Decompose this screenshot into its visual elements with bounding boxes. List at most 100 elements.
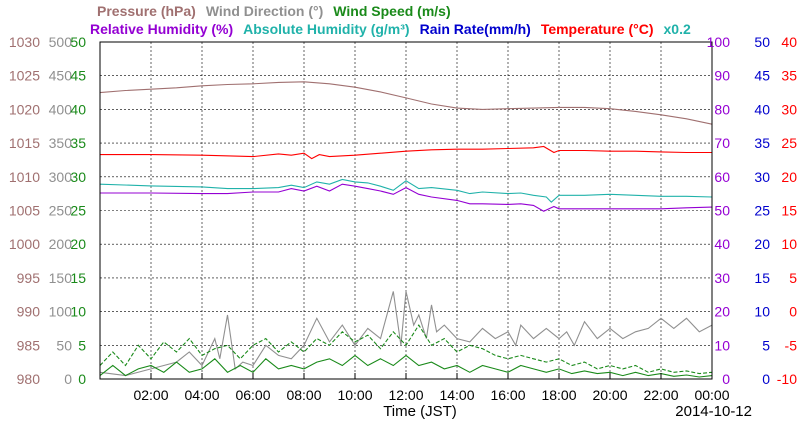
y-tick-label: -5: [785, 337, 798, 353]
header-row-2: Relative Humidity (%) Absolute Humidity (…: [90, 21, 691, 37]
y-tick-label: 25: [754, 203, 770, 219]
y-tick-label: 20: [781, 169, 797, 185]
y-tick-label: 0: [762, 371, 770, 387]
y-tick-label: 70: [714, 135, 730, 151]
y-tick-label: 10: [714, 337, 730, 353]
y-tick-label: 20: [70, 236, 86, 252]
series-line: [99, 81, 713, 125]
y-tick-label: 100: [707, 34, 731, 50]
y-tick-label: 10: [70, 304, 86, 320]
header-row-1: Pressure (hPa) Wind Direction (°) Wind Spe…: [97, 3, 451, 19]
y-tick-label: 50: [56, 337, 72, 353]
right-axes-ticks: 0102030405060708090100051015202530354045…: [707, 34, 798, 387]
y-tick-label: 1015: [9, 135, 40, 151]
y-tick-label: 200: [49, 236, 73, 252]
y-tick-label: 0: [64, 371, 72, 387]
x-tick-label: 00:00: [694, 387, 729, 403]
x-tick-label: 18:00: [541, 387, 576, 403]
y-tick-label: 350: [49, 135, 73, 151]
legend-label: Absolute Humidity (g/m³): [243, 21, 409, 37]
y-tick-label: 30: [781, 101, 797, 117]
legend-label: Relative Humidity (%): [90, 21, 233, 37]
left-axes-ticks: 9809859909951000100510101015102010251030…: [9, 34, 86, 387]
y-tick-label: -10: [777, 371, 797, 387]
y-tick-label: 40: [754, 101, 770, 117]
y-tick-label: 450: [49, 68, 73, 84]
y-tick-label: 60: [714, 169, 730, 185]
y-tick-label: 150: [49, 270, 73, 286]
series-line: [99, 178, 713, 203]
y-tick-label: 1025: [9, 68, 40, 84]
y-tick-label: 35: [754, 135, 770, 151]
y-tick-label: 1020: [9, 101, 40, 117]
x-tick-label: 10:00: [337, 387, 372, 403]
x-tick-label: 12:00: [388, 387, 423, 403]
y-tick-label: 1030: [9, 34, 40, 50]
y-tick-label: 0: [722, 371, 730, 387]
y-tick-label: 30: [70, 169, 86, 185]
series-line: [99, 291, 713, 377]
y-tick-label: 45: [754, 68, 770, 84]
y-tick-label: 1010: [9, 169, 40, 185]
y-tick-label: 400: [49, 101, 73, 117]
y-tick-label: 40: [714, 236, 730, 252]
series-line: [99, 324, 713, 375]
legend-label: Wind Direction (°): [206, 3, 323, 19]
y-tick-label: 90: [714, 68, 730, 84]
y-tick-label: 100: [49, 304, 73, 320]
series-line: [100, 145, 712, 160]
legend-label: Pressure (hPa): [97, 3, 196, 19]
legend-label: Wind Speed (m/s): [333, 3, 450, 19]
x-axis-ticks: 02:00 04:00 06:00 08:00 10:00 12:00 14:00 16:00…: [133, 373, 730, 403]
y-tick-label: 30: [714, 270, 730, 286]
y-tick-label: 990: [17, 304, 41, 320]
legend-label: x0.2: [664, 21, 691, 37]
y-tick-label: 250: [49, 203, 73, 219]
y-tick-label: 985: [17, 337, 41, 353]
y-tick-label: 15: [754, 270, 770, 286]
legend-label: Temperature (°C): [541, 21, 654, 37]
y-tick-label: 5: [789, 270, 797, 286]
series-lines: [99, 81, 713, 380]
grid-lines: [100, 42, 712, 379]
y-tick-label: 40: [781, 34, 797, 50]
x-tick-label: 04:00: [184, 387, 219, 403]
y-tick-label: 35: [70, 135, 86, 151]
y-tick-label: 50: [70, 34, 86, 50]
y-tick-label: 300: [49, 169, 73, 185]
y-tick-label: 25: [70, 203, 86, 219]
y-tick-label: 15: [70, 270, 86, 286]
x-tick-label: 16:00: [490, 387, 525, 403]
y-tick-label: 40: [70, 101, 86, 117]
y-tick-label: 50: [754, 34, 770, 50]
x-tick-label: 02:00: [133, 387, 168, 403]
y-tick-label: 995: [17, 270, 41, 286]
y-tick-label: 0: [78, 371, 86, 387]
x-tick-label: 20:00: [592, 387, 627, 403]
y-tick-label: 50: [714, 203, 730, 219]
y-tick-label: 15: [781, 203, 797, 219]
y-tick-label: 0: [789, 304, 797, 320]
legend-label: Rain Rate(mm/h): [420, 21, 531, 37]
x-tick-label: 08:00: [286, 387, 321, 403]
x-tick-label: 14:00: [439, 387, 474, 403]
series-line: [99, 354, 713, 378]
y-tick-label: 25: [781, 135, 797, 151]
y-tick-label: 35: [781, 68, 797, 84]
y-tick-label: 10: [781, 236, 797, 252]
date-label: 2014-10-12: [675, 403, 752, 420]
y-tick-label: 1000: [9, 236, 40, 252]
y-tick-label: 45: [70, 68, 86, 84]
y-tick-label: 80: [714, 101, 730, 117]
y-tick-label: 10: [754, 304, 770, 320]
x-tick-label: 22:00: [643, 387, 678, 403]
y-tick-label: 1005: [9, 203, 40, 219]
y-tick-label: 20: [714, 304, 730, 320]
y-tick-label: 980: [17, 371, 41, 387]
y-tick-label: 5: [78, 337, 86, 353]
x-tick-label: 06:00: [235, 387, 270, 403]
y-tick-label: 30: [754, 169, 770, 185]
x-axis-label: Time (JST): [383, 403, 457, 420]
